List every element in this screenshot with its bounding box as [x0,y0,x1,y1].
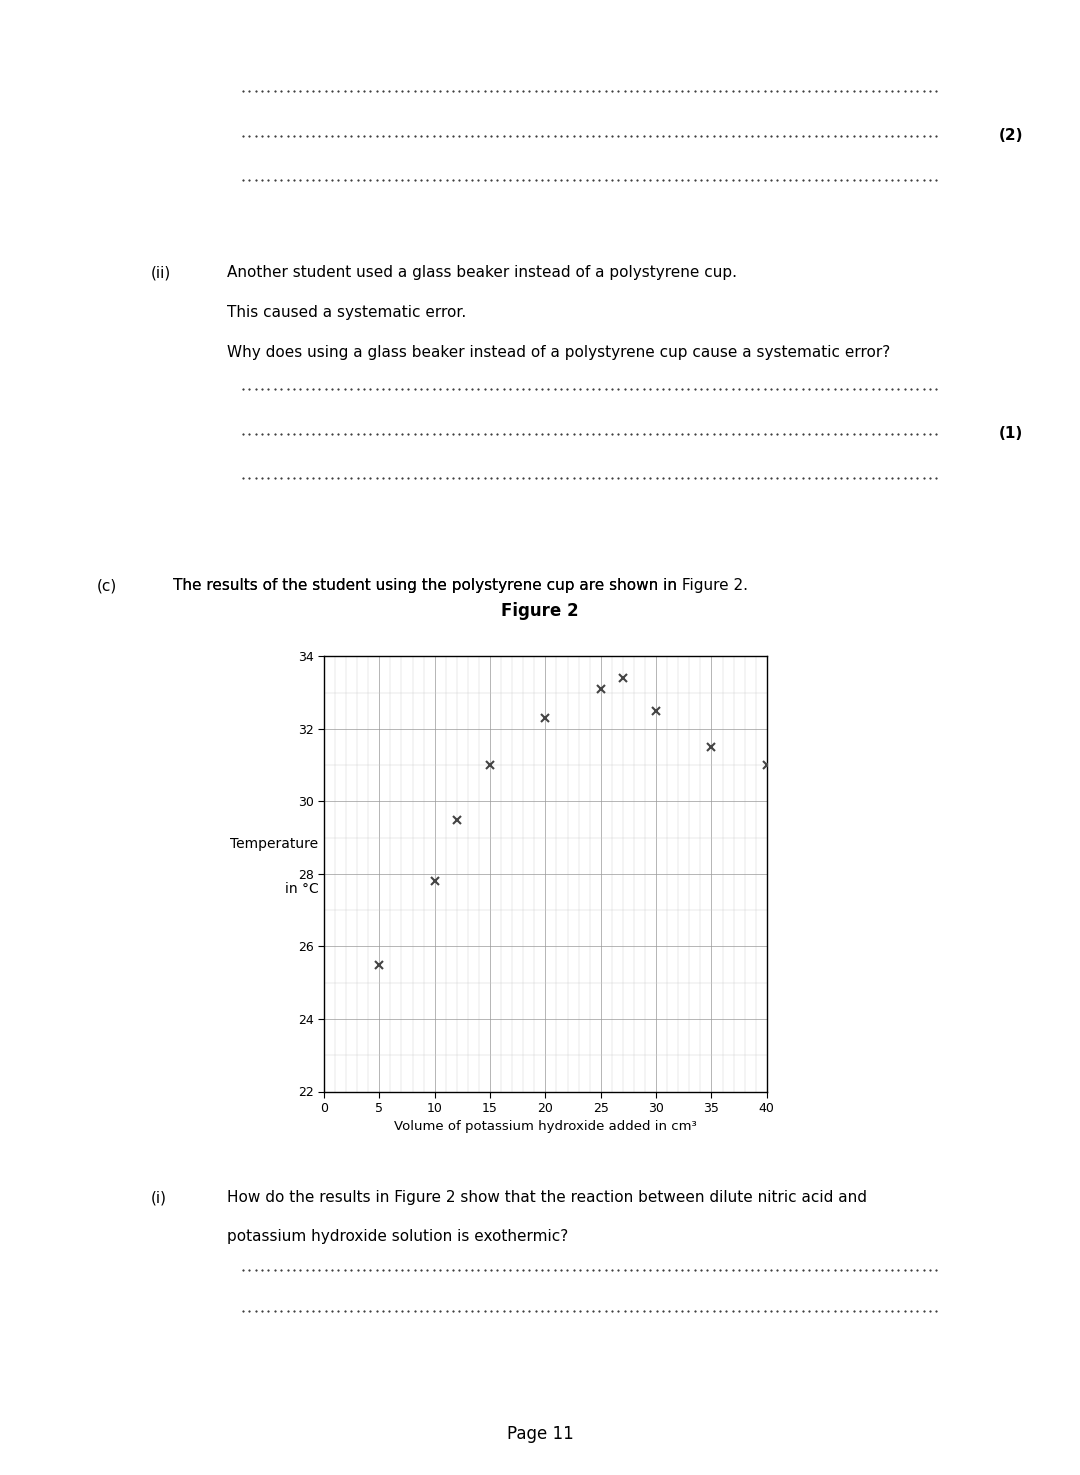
Text: Another student used a glass beaker instead of a polystyrene cup.: Another student used a glass beaker inst… [227,266,737,280]
Text: Figure 2: Figure 2 [501,602,579,620]
Text: This caused a systematic error.: This caused a systematic error. [227,305,467,320]
Text: (1): (1) [999,426,1023,441]
X-axis label: Volume of potassium hydroxide added in cm³: Volume of potassium hydroxide added in c… [394,1121,697,1133]
Text: potassium hydroxide solution is exothermic?: potassium hydroxide solution is exotherm… [227,1229,568,1243]
Text: Why does using a glass beaker instead of a polystyrene cup cause a systematic er: Why does using a glass beaker instead of… [227,345,890,360]
Text: The results of the student using the polystyrene cup are shown in: The results of the student using the pol… [173,578,681,593]
Text: (i): (i) [151,1190,167,1205]
Text: (ii): (ii) [151,266,172,280]
Text: in °C: in °C [285,882,319,895]
Text: How do the results in Figure 2 show that the reaction between dilute nitric acid: How do the results in Figure 2 show that… [227,1190,867,1205]
Text: (2): (2) [999,128,1024,143]
Text: The results of the student using the polystyrene cup are shown in Figure 2.: The results of the student using the pol… [173,578,747,593]
Text: (c): (c) [97,578,118,593]
Text: Temperature: Temperature [230,838,319,851]
Text: Page 11: Page 11 [507,1425,573,1443]
